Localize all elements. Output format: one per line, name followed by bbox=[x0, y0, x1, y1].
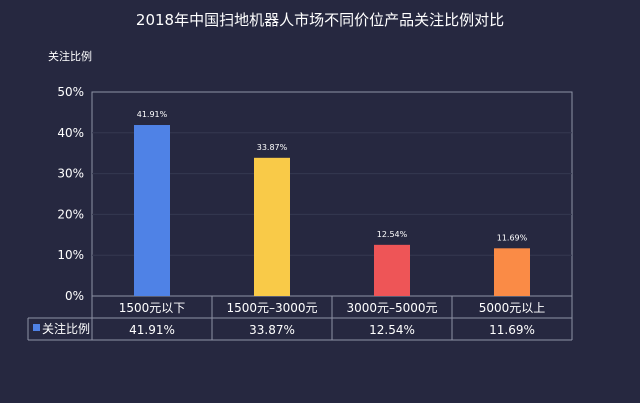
y-tick-label: 40% bbox=[57, 126, 84, 140]
bar-4 bbox=[494, 248, 530, 296]
bar-1 bbox=[134, 125, 170, 296]
x-category-label: 3000元–5000元 bbox=[346, 301, 437, 315]
table-value-cell: 33.87% bbox=[249, 323, 295, 337]
y-axis-label: 关注比例 bbox=[48, 49, 92, 63]
legend-swatch bbox=[33, 324, 40, 331]
data-label: 11.69% bbox=[497, 233, 528, 242]
table-value-cell: 12.54% bbox=[369, 323, 415, 337]
data-label: 12.54% bbox=[377, 230, 408, 239]
x-category-label: 1500元以下 bbox=[119, 301, 186, 315]
x-category-label: 5000元以上 bbox=[479, 301, 546, 315]
table-value-cell: 11.69% bbox=[489, 323, 535, 337]
y-tick-label: 10% bbox=[57, 248, 84, 262]
y-tick-label: 0% bbox=[65, 289, 84, 303]
chart-title: 2018年中国扫地机器人市场不同价位产品关注比例对比 bbox=[136, 11, 504, 29]
y-tick-label: 30% bbox=[57, 167, 84, 181]
x-category-label: 1500元–3000元 bbox=[226, 301, 317, 315]
data-label: 41.91% bbox=[137, 110, 168, 119]
data-label: 33.87% bbox=[257, 143, 288, 152]
bar-2 bbox=[254, 157, 290, 296]
legend-series-label: 关注比例 bbox=[42, 321, 90, 336]
y-tick-label: 20% bbox=[57, 207, 84, 221]
y-tick-label: 50% bbox=[57, 85, 84, 99]
table-value-cell: 41.91% bbox=[129, 323, 175, 337]
bar-3 bbox=[374, 244, 410, 296]
